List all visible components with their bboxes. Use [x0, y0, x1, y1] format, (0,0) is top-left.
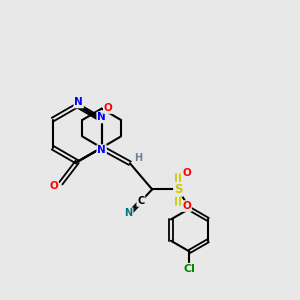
Text: O: O — [182, 168, 191, 178]
Text: O: O — [182, 201, 191, 211]
Text: C: C — [137, 196, 145, 206]
Text: N: N — [97, 112, 106, 122]
Text: N: N — [97, 145, 106, 155]
Text: S: S — [174, 183, 183, 196]
Text: H: H — [134, 153, 142, 163]
Text: N: N — [74, 98, 83, 107]
Text: Cl: Cl — [184, 264, 195, 274]
Text: O: O — [49, 181, 58, 191]
Text: O: O — [104, 103, 112, 113]
Text: N: N — [124, 208, 133, 218]
